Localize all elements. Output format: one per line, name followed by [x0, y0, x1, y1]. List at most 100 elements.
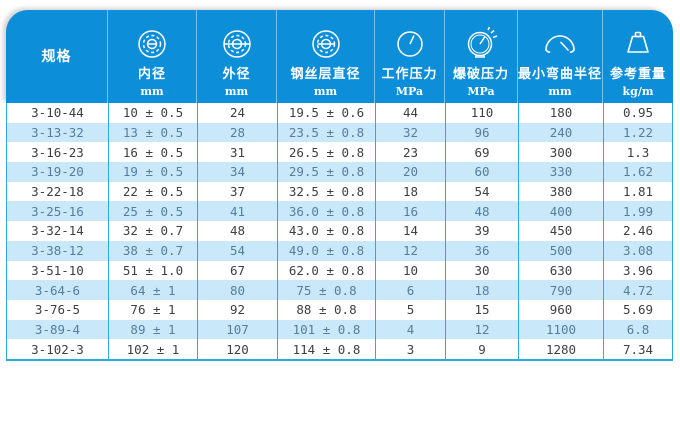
table-cell: 62.0 ± 0.8 [277, 260, 375, 281]
table-cell: 29.5 ± 0.8 [277, 162, 375, 182]
header-cell-spec: 规格 [6, 10, 107, 103]
column-label: 工作压力 [381, 67, 438, 82]
table-row: 3-51-10 51 ± 1.0 67 62.0 ± 0.8 10 30 630 3.96 [7, 260, 672, 281]
table-cell: 1.99 [603, 201, 672, 222]
table-cell: 330 [518, 162, 603, 182]
table-cell: 3-25-16 [31, 203, 84, 219]
table-cell: 10 ± 0.5 [108, 103, 197, 123]
table-cell: 3-51-10 [31, 262, 84, 278]
table-cell: 12 [445, 319, 518, 340]
outer-diameter-icon [219, 21, 255, 67]
table-row: 3-25-16 25 ± 0.5 41 36.0 ± 0.8 16 48 400 1.99 [7, 201, 672, 222]
table-cell: 89 ± 1 [108, 319, 197, 340]
table-cell: 54 [445, 181, 518, 202]
table-cell: 4.72 [603, 280, 672, 300]
table-cell: 64 ± 1 [108, 280, 197, 300]
table-cell: 69 [445, 142, 518, 163]
table-row: 3-16-23 16 ± 0.5 31 26.5 ± 0.8 23 69 300 1.3 [7, 142, 672, 163]
header-cell-outer-diameter: 外径 mm [196, 10, 276, 103]
table-cell: 44 [375, 103, 445, 123]
table-cell: 3-13-32 [31, 125, 84, 141]
column-unit: mm [224, 85, 249, 98]
table-cell: 92 [197, 299, 277, 320]
table-row: 3-38-12 38 ± 0.7 54 49.0 ± 0.8 12 36 500 3.08 [7, 240, 672, 261]
table-cell: 10 [375, 260, 445, 281]
table-cell: 300 [518, 142, 603, 163]
burst-pressure-gauge-icon [462, 21, 500, 67]
table-cell: 3-10-44 [31, 105, 84, 121]
table-cell: 18 [375, 181, 445, 202]
table-cell: 960 [518, 299, 603, 320]
column-label: 规格 [41, 48, 72, 65]
table-row: 3-89-4 89 ± 1 107 101 ± 0.8 4 12 1100 6.8 [7, 319, 672, 340]
table-cell: 32 ± 0.7 [108, 221, 197, 241]
header-cell-reference-weight: 参考重量 kg/m [602, 10, 673, 103]
table-cell: 16 [375, 201, 445, 222]
table-cell: 16 ± 0.5 [108, 142, 197, 163]
table-cell: 32 [375, 122, 445, 143]
table-cell: 31 [197, 142, 277, 163]
table-cell: 88 ± 0.8 [277, 299, 375, 320]
table-cell: 4 [375, 319, 445, 340]
table-cell: 22 ± 0.5 [108, 181, 197, 202]
column-unit: kg/m [622, 85, 654, 98]
table-cell: 3.96 [603, 260, 672, 281]
table-row: 3-64-6 64 ± 1 80 75 ± 0.8 6 18 790 4.72 [7, 280, 672, 300]
pressure-gauge-icon [392, 21, 428, 67]
table-cell: 37 [197, 181, 277, 202]
table-cell: 3 [375, 339, 445, 359]
header-cell-min-bend-radius: 最小弯曲半径 mm [517, 10, 602, 103]
table-cell: 3-102-3 [31, 341, 84, 357]
column-label: 爆破压力 [452, 67, 509, 82]
inner-diameter-icon [134, 21, 170, 67]
table-cell: 102 ± 1 [108, 339, 197, 359]
table-cell: 110 [445, 103, 518, 123]
table-cell: 24 [197, 103, 277, 123]
table-cell: 32.5 ± 0.8 [277, 181, 375, 202]
table-cell: 630 [518, 260, 603, 281]
table-row: 3-102-3 102 ± 1 120 114 ± 0.8 3 9 1280 7.34 [7, 339, 672, 359]
table-cell: 380 [518, 181, 603, 202]
table-cell: 5.69 [603, 299, 672, 320]
header-cell-working-pressure: 工作压力 MPa [374, 10, 444, 103]
table-cell: 67 [197, 260, 277, 281]
table-cell: 240 [518, 122, 603, 143]
table-cell: 0.95 [603, 103, 672, 123]
column-label: 最小弯曲半径 [518, 67, 603, 82]
column-label: 外径 [222, 67, 251, 82]
table-cell: 9 [445, 339, 518, 359]
table-cell: 41 [197, 201, 277, 222]
header-cell-wire-layer-diameter: 钢丝层直径 mm [276, 10, 374, 103]
column-label: 钢丝层直径 [290, 67, 361, 82]
table-cell: 114 ± 0.8 [277, 339, 375, 359]
table-cell: 3-32-14 [31, 223, 84, 239]
table-cell: 6.8 [603, 319, 672, 340]
table-cell: 76 ± 1 [108, 299, 197, 320]
table-body: 3-10-44 10 ± 0.5 24 19.5 ± 0.6 44 110 180 0.95 3… [6, 103, 673, 361]
table-cell: 3-16-23 [31, 144, 84, 160]
table-cell: 1100 [518, 319, 603, 340]
table-cell: 2.46 [603, 221, 672, 241]
table-cell: 120 [197, 339, 277, 359]
table-row: 3-10-44 10 ± 0.5 24 19.5 ± 0.6 44 110 180 0.95 [7, 103, 672, 123]
table-cell: 54 [197, 240, 277, 261]
table-row: 3-19-20 19 ± 0.5 34 29.5 ± 0.8 20 60 330 1.62 [7, 162, 672, 182]
table-cell: 19.5 ± 0.6 [277, 103, 375, 123]
table-row: 3-76-5 76 ± 1 92 88 ± 0.8 5 15 960 5.69 [7, 299, 672, 320]
table-cell: 3-22-18 [31, 184, 84, 200]
weight-icon [620, 21, 656, 67]
table-cell: 18 [445, 280, 518, 300]
table-cell: 51 ± 1.0 [108, 260, 197, 281]
column-unit: mm [313, 85, 338, 98]
table-cell: 3-89-4 [34, 321, 81, 337]
table-cell: 500 [518, 240, 603, 261]
table-cell: 101 ± 0.8 [277, 319, 375, 340]
table-cell: 26.5 ± 0.8 [277, 142, 375, 163]
table-cell: 80 [197, 280, 277, 300]
table-cell: 25 ± 0.5 [108, 201, 197, 222]
table-header: 规格 内径 mm [6, 10, 673, 103]
table-cell: 48 [197, 221, 277, 241]
table-cell: 49.0 ± 0.8 [277, 240, 375, 261]
table-cell: 3-38-12 [31, 243, 84, 259]
table-cell: 7.34 [603, 339, 672, 359]
